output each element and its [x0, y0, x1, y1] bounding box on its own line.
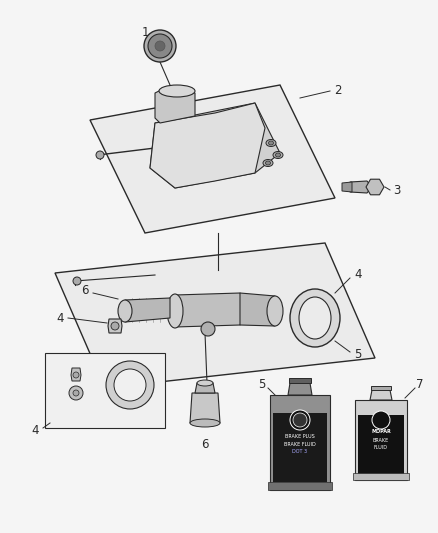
Text: BRAKE: BRAKE — [373, 438, 389, 443]
Polygon shape — [195, 383, 215, 393]
Ellipse shape — [290, 289, 340, 347]
Polygon shape — [371, 386, 391, 390]
Ellipse shape — [159, 85, 195, 97]
Ellipse shape — [118, 300, 132, 322]
Polygon shape — [288, 383, 312, 395]
Polygon shape — [353, 473, 409, 480]
Polygon shape — [289, 378, 311, 383]
Polygon shape — [370, 390, 392, 400]
Ellipse shape — [299, 297, 331, 339]
Text: 7: 7 — [416, 378, 424, 392]
Polygon shape — [175, 293, 248, 327]
Text: DOT 3: DOT 3 — [293, 449, 307, 454]
Circle shape — [73, 390, 79, 396]
Polygon shape — [71, 368, 81, 381]
Text: 1: 1 — [141, 27, 149, 39]
Circle shape — [114, 369, 146, 401]
Text: BRAKE FLUID: BRAKE FLUID — [284, 442, 316, 447]
Ellipse shape — [267, 296, 283, 326]
Polygon shape — [342, 182, 352, 192]
Circle shape — [69, 386, 83, 400]
Polygon shape — [155, 88, 195, 123]
Text: 4: 4 — [31, 424, 39, 437]
Text: MOPAR: MOPAR — [371, 429, 391, 434]
Ellipse shape — [266, 140, 276, 147]
Ellipse shape — [263, 159, 273, 166]
Ellipse shape — [265, 161, 271, 165]
Circle shape — [73, 277, 81, 285]
Ellipse shape — [197, 380, 213, 386]
Polygon shape — [268, 482, 332, 490]
Text: 5: 5 — [354, 349, 362, 361]
Text: 4: 4 — [354, 269, 362, 281]
Circle shape — [96, 151, 104, 159]
Circle shape — [148, 34, 172, 58]
Circle shape — [201, 322, 215, 336]
Text: BRAKE PLUS: BRAKE PLUS — [285, 434, 315, 439]
Polygon shape — [190, 393, 220, 423]
Polygon shape — [273, 413, 327, 482]
Ellipse shape — [276, 153, 280, 157]
Text: 5: 5 — [258, 378, 266, 392]
Polygon shape — [90, 85, 335, 233]
Polygon shape — [366, 179, 384, 195]
Ellipse shape — [167, 294, 183, 328]
Circle shape — [144, 30, 176, 62]
Polygon shape — [55, 243, 375, 388]
Polygon shape — [125, 298, 170, 322]
Circle shape — [111, 322, 119, 330]
Polygon shape — [240, 293, 275, 326]
Polygon shape — [358, 415, 404, 474]
Polygon shape — [355, 400, 407, 480]
Ellipse shape — [273, 151, 283, 158]
Text: FLUID: FLUID — [374, 445, 388, 450]
Text: 6: 6 — [201, 439, 209, 451]
Polygon shape — [150, 103, 280, 188]
Circle shape — [372, 411, 390, 429]
Circle shape — [290, 410, 310, 430]
Ellipse shape — [190, 419, 220, 427]
Text: 3: 3 — [393, 184, 401, 198]
Text: 2: 2 — [334, 85, 342, 98]
Text: 4: 4 — [56, 311, 64, 325]
Text: 6: 6 — [81, 284, 89, 296]
Circle shape — [106, 361, 154, 409]
Circle shape — [293, 413, 307, 427]
Polygon shape — [45, 353, 165, 428]
Polygon shape — [150, 103, 265, 188]
Ellipse shape — [268, 141, 273, 145]
Circle shape — [73, 372, 79, 378]
Polygon shape — [108, 319, 122, 333]
Circle shape — [155, 41, 165, 51]
Polygon shape — [270, 395, 330, 490]
Polygon shape — [350, 181, 372, 193]
